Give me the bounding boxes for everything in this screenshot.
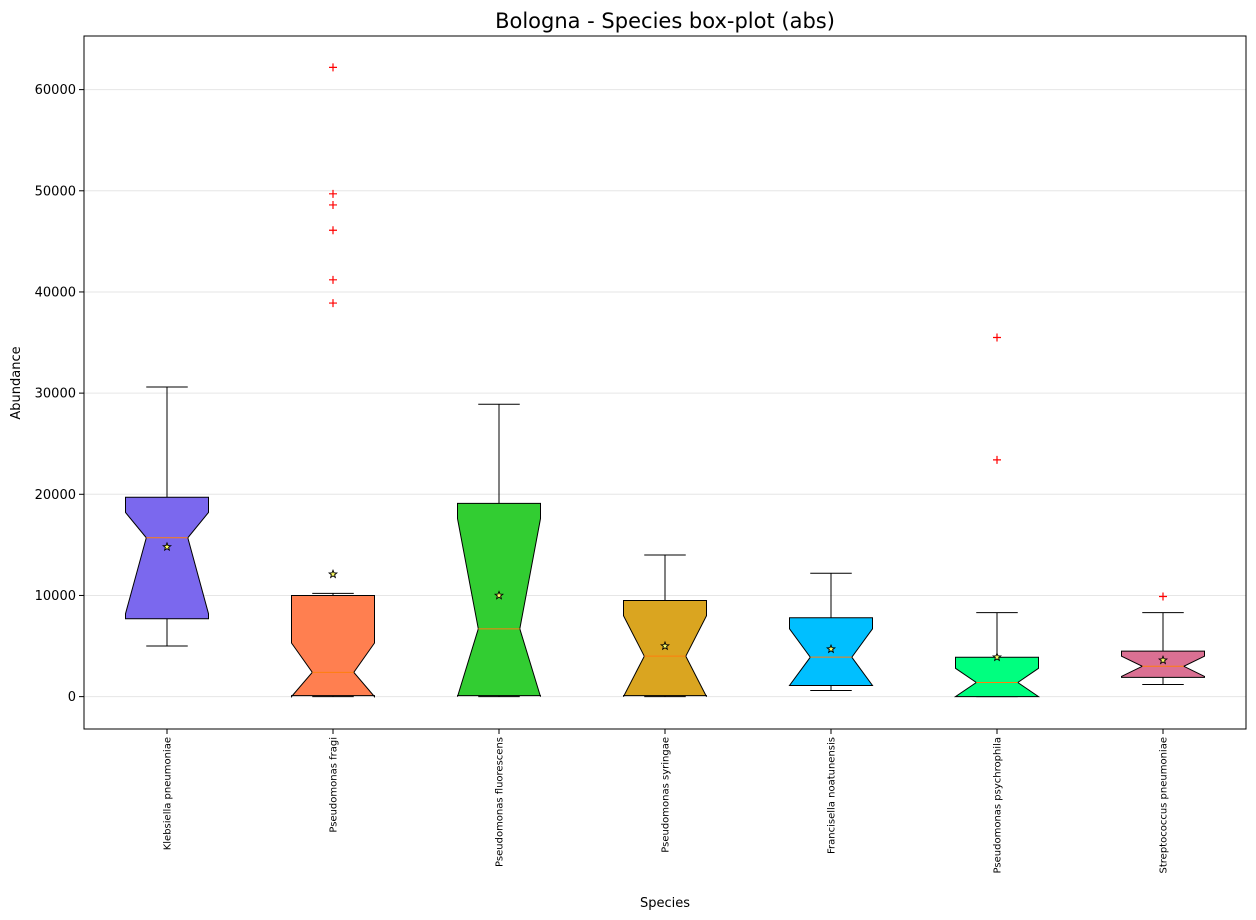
- mean-marker: [991, 651, 1003, 662]
- y-tick-label: 50000: [35, 184, 76, 199]
- outlier-marker: [329, 189, 337, 198]
- box-body: [457, 502, 541, 697]
- x-axis-title: Species: [640, 896, 690, 911]
- box-body: [788, 617, 874, 686]
- x-tick-label: Pseudomonas fluorescens: [495, 737, 506, 867]
- mean-marker: [1157, 654, 1169, 665]
- y-tick-label: 30000: [35, 387, 76, 402]
- outlier-marker: [1159, 592, 1167, 601]
- outlier-marker: [329, 275, 337, 284]
- chart-title: Bologna - Species box-plot (abs): [495, 9, 835, 33]
- box-body: [125, 496, 209, 620]
- box-group: [953, 333, 1041, 698]
- y-tick-label: 20000: [35, 488, 76, 503]
- x-tick-label: Pseudomonas psychrophila: [993, 737, 1004, 873]
- mean-marker: [659, 640, 671, 651]
- mean-marker: [161, 541, 173, 552]
- mean-marker: [825, 643, 837, 654]
- x-tick-label: Pseudomonas fragi: [329, 737, 340, 833]
- y-tick-label: 40000: [35, 285, 76, 300]
- box-group: [623, 554, 707, 698]
- outlier-marker: [329, 200, 337, 209]
- box-body: [291, 595, 375, 698]
- box-body: [623, 600, 707, 697]
- x-tick-label: Pseudomonas syringae: [661, 737, 672, 853]
- grid-layer: [84, 89, 1246, 698]
- x-tick-label: Streptococcus pneumoniae: [1159, 737, 1170, 873]
- mean-marker: [327, 568, 339, 579]
- x-tick-label: Klebsiella pneumoniae: [163, 737, 174, 850]
- y-axis: 0 10000 20000 30000 40000 50000 60000: [35, 83, 84, 705]
- outlier-marker: [329, 226, 337, 235]
- y-tick-label: 60000: [35, 83, 76, 98]
- y-tick-label: 10000: [35, 589, 76, 604]
- y-tick-label: 0: [68, 690, 76, 705]
- box-group: [457, 403, 541, 698]
- x-axis: Klebsiella pneumoniae Pseudomonas fragi Ps…: [163, 729, 1170, 873]
- box-body: [953, 656, 1041, 698]
- outlier-marker: [329, 63, 337, 72]
- box-group: [788, 572, 874, 692]
- outlier-marker: [993, 333, 1001, 342]
- box-layer: [125, 63, 1205, 698]
- x-tick-label: Francisella noatunensis: [827, 737, 838, 854]
- outlier-marker: [993, 455, 1001, 464]
- outlier-marker: [329, 299, 337, 308]
- mean-marker: [493, 590, 505, 600]
- box-group: [125, 386, 209, 647]
- y-axis-title: Abundance: [9, 346, 24, 419]
- box-body: [1121, 650, 1205, 678]
- box-group: [1121, 592, 1205, 685]
- box-group: [291, 63, 375, 698]
